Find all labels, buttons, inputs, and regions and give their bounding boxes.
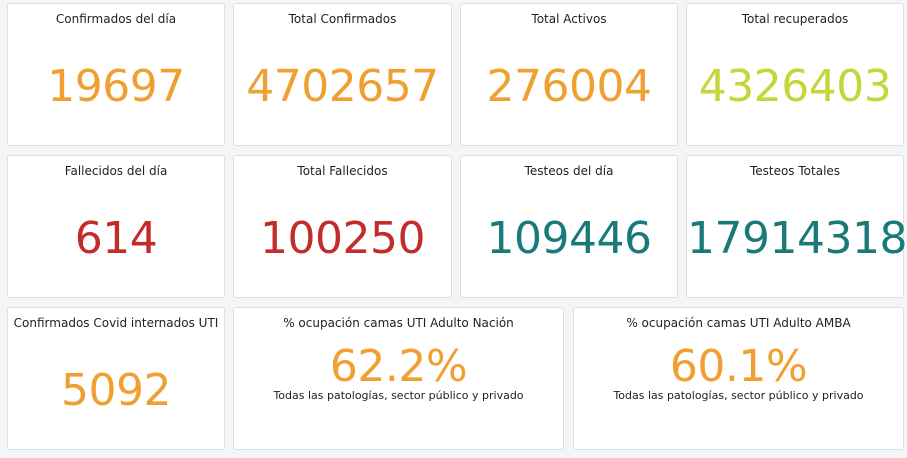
card-subtitle: Todas las patologías, sector público y p…: [613, 389, 864, 402]
card-title: Total Confirmados: [288, 12, 397, 26]
card-value: 5092: [61, 365, 171, 416]
card-confirmados-del-dia: Confirmados del día 19697: [7, 3, 225, 146]
card-value: 614: [74, 213, 158, 264]
card-value: 60.1%: [669, 341, 808, 392]
card-title: Total Activos: [531, 12, 607, 26]
card-title: Fallecidos del día: [64, 164, 168, 178]
card-title: Testeos Totales: [749, 164, 841, 178]
card-title: Testeos del día: [524, 164, 614, 178]
card-total-fallecidos: Total Fallecidos 100250: [233, 155, 452, 298]
card-subtitle: Todas las patologías, sector público y p…: [273, 389, 524, 402]
card-value: 276004: [486, 61, 652, 112]
card-total-confirmados: Total Confirmados 4702657: [233, 3, 452, 146]
card-confirmados-internados-uti: Confirmados Covid internados UTI 5092: [7, 307, 225, 450]
card-value: 17914318: [687, 213, 907, 264]
card-value: 4702657: [246, 61, 439, 112]
card-title: % ocupación camas UTI Adulto AMBA: [626, 316, 851, 330]
card-title: Confirmados Covid internados UTI: [13, 316, 219, 330]
card-title: Total Fallecidos: [297, 164, 388, 178]
card-testeos-totales: Testeos Totales 17914318: [686, 155, 907, 298]
card-value: 109446: [486, 213, 652, 264]
card-value: 4326403: [698, 61, 892, 112]
card-value: 19697: [47, 61, 185, 112]
card-title: Total recuperados: [741, 12, 849, 26]
card-value: 62.2%: [329, 341, 468, 392]
card-fallecidos-del-dia: Fallecidos del día 614: [7, 155, 225, 298]
card-title: % ocupación camas UTI Adulto Nación: [283, 316, 514, 330]
card-title: Confirmados del día: [55, 12, 177, 26]
card-ocupacion-uti-amba: % ocupación camas UTI Adulto AMBA 60.1% …: [573, 307, 904, 450]
card-value: 100250: [260, 213, 425, 264]
card-testeos-del-dia: Testeos del día 109446: [460, 155, 678, 298]
card-ocupacion-uti-nacion: % ocupación camas UTI Adulto Nación 62.2…: [233, 307, 564, 450]
card-total-activos: Total Activos 276004: [460, 3, 678, 146]
card-total-recuperados: Total recuperados 4326403: [686, 3, 904, 146]
